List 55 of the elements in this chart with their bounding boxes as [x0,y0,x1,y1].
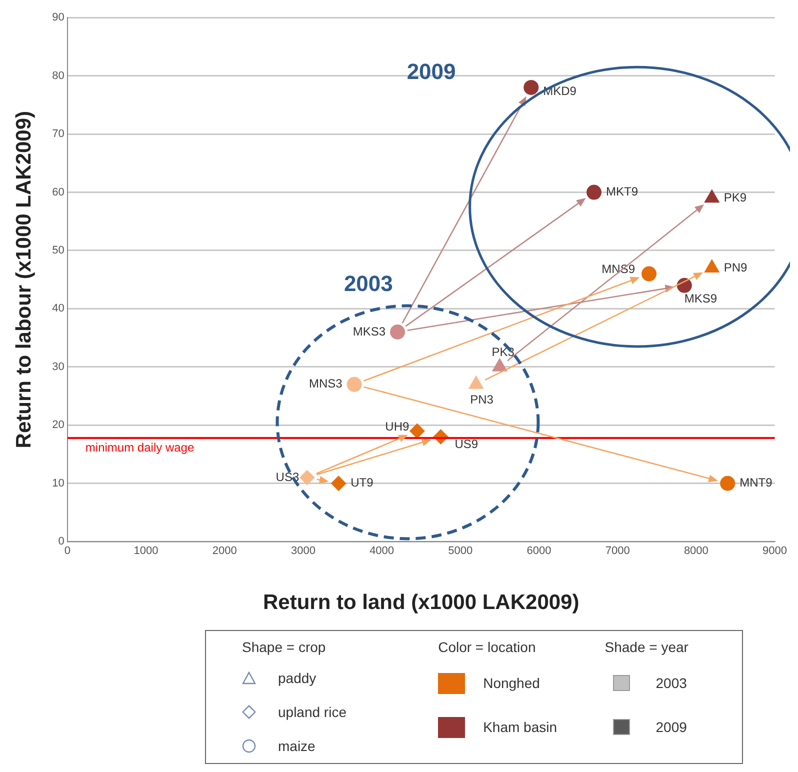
point [331,476,346,491]
annotation: UT9 [350,476,374,490]
x-tick-label: 6000 [526,545,552,558]
y-tick-label: 60 [52,186,64,198]
annotation: MKS9 [684,292,718,306]
point [720,476,736,491]
point [642,266,657,282]
annotation: PK3 [492,345,515,360]
text: 2009 [656,719,687,735]
point [390,324,406,340]
point [346,376,362,392]
point [410,423,425,438]
x-axis-title: Return to land (x1000 LAK2009) [262,591,580,614]
x-tick-label: 1000 [134,545,158,558]
text: Kham basin [483,719,558,735]
text: Color = location [438,639,537,657]
x-tick-label: 7000 [605,545,630,558]
point [586,184,602,200]
text: paddy [278,670,316,686]
annotation: UH9 [385,419,410,434]
annotation: PN9 [724,260,748,274]
y-tick-label: 0 [58,536,64,548]
x-tick-label: 8000 [684,545,708,558]
annotation: PK9 [724,190,747,204]
annotation: MKS3 [352,324,386,338]
y-tick-label: 70 [52,128,64,140]
y-tick-label: 50 [52,244,64,257]
text: Shape = crop [242,639,327,657]
text: Nonghed [483,675,540,691]
y-axis-title: Return to labour (x1000 LAK2009) [12,110,36,448]
y-tick-label: 40 [52,302,64,315]
text: upland rice [278,704,346,720]
x-tick-label: 9000 [762,545,788,558]
y-tick-label: 80 [52,70,64,82]
y-tick-label: 30 [52,360,64,373]
text: maize [278,738,316,754]
x-tick-label: 2000 [212,545,237,558]
annotation: 2009 [406,58,456,85]
annotation: 2003 [344,271,393,298]
annotation: MNT9 [740,476,773,490]
annotation: MKT9 [606,184,638,199]
annotation: MNS3 [308,376,343,391]
ref-line-label: minimum daily wage [85,440,194,454]
x-tick-label: 3000 [290,545,316,558]
annotation: PN3 [470,392,494,407]
point [300,470,315,486]
y-tick-label: 20 [52,419,64,432]
text: 2003 [656,675,687,691]
text: Shade = year [604,639,690,657]
x-tick-label: 5000 [448,545,473,558]
x-tick-label: 4000 [370,545,394,558]
y-tick-label: 90 [52,12,64,24]
y-tick-label: 10 [52,477,64,490]
annotation: US9 [454,437,478,452]
point [524,80,539,95]
